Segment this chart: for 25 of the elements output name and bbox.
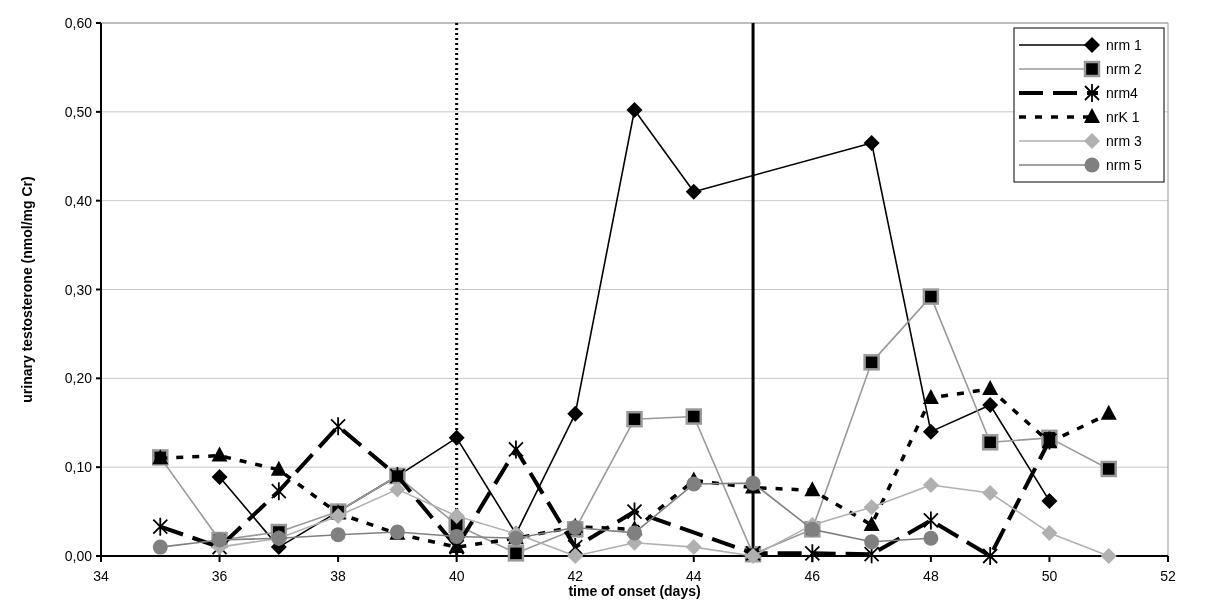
x-tick-label: 36 xyxy=(211,568,228,584)
x-tick-label: 48 xyxy=(923,568,939,584)
x-tick-label: 42 xyxy=(567,568,584,584)
x-tick-label: 52 xyxy=(1160,568,1176,584)
legend-label: nrm 3 xyxy=(1106,133,1142,149)
x-tick-label: 50 xyxy=(1041,568,1058,584)
legend-label: nrm 1 xyxy=(1106,37,1142,53)
legend-label: nrm4 xyxy=(1106,85,1139,101)
x-tick-label: 38 xyxy=(330,568,347,584)
y-tick-label: 0,10 xyxy=(64,459,93,476)
y-axis-title: urinary testosterone (nmol/mg Cr) xyxy=(19,176,35,403)
y-tick-label: 0,20 xyxy=(64,370,93,387)
y-tick-label: 0,40 xyxy=(64,192,93,209)
legend-label: nrm 5 xyxy=(1106,157,1142,173)
x-tick-label: 44 xyxy=(685,568,702,584)
legend-label: nrK 1 xyxy=(1106,109,1140,125)
y-tick-label: 0,60 xyxy=(64,15,93,31)
y-tick-label: 0,00 xyxy=(64,548,93,564)
y-tick-label: 0,50 xyxy=(64,103,93,120)
legend-label: nrm 2 xyxy=(1106,61,1142,77)
y-tick-label: 0,30 xyxy=(64,281,93,298)
x-axis-title: time of onset (days) xyxy=(568,583,701,599)
x-tick-label: 46 xyxy=(804,568,821,584)
x-tick-label: 34 xyxy=(93,568,109,584)
x-tick-label: 40 xyxy=(448,568,465,584)
